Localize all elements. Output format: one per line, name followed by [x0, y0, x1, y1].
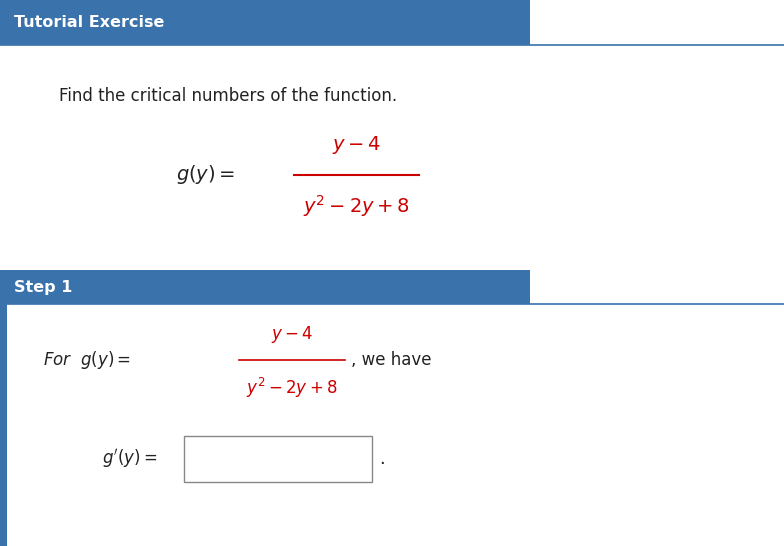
FancyBboxPatch shape	[184, 436, 372, 482]
Text: .: .	[379, 450, 384, 467]
FancyBboxPatch shape	[7, 304, 784, 546]
Text: Tutorial Exercise: Tutorial Exercise	[14, 15, 165, 30]
Text: $g(y) =$: $g(y) =$	[176, 163, 236, 186]
Text: $y - 4$: $y - 4$	[332, 134, 381, 156]
Text: Find the critical numbers of the function.: Find the critical numbers of the functio…	[59, 87, 397, 104]
FancyBboxPatch shape	[0, 0, 530, 45]
Text: $y - 4$: $y - 4$	[271, 324, 313, 345]
FancyBboxPatch shape	[0, 270, 530, 304]
Text: $g'(y) =$: $g'(y) =$	[102, 447, 157, 470]
FancyBboxPatch shape	[0, 304, 7, 546]
Text: For  $g(y) =$: For $g(y) =$	[43, 349, 131, 371]
Text: , we have: , we have	[351, 352, 432, 369]
Text: $y^2 - 2y + 8$: $y^2 - 2y + 8$	[303, 193, 410, 219]
Text: Step 1: Step 1	[14, 280, 72, 295]
Text: $y^2 - 2y + 8$: $y^2 - 2y + 8$	[246, 376, 338, 400]
